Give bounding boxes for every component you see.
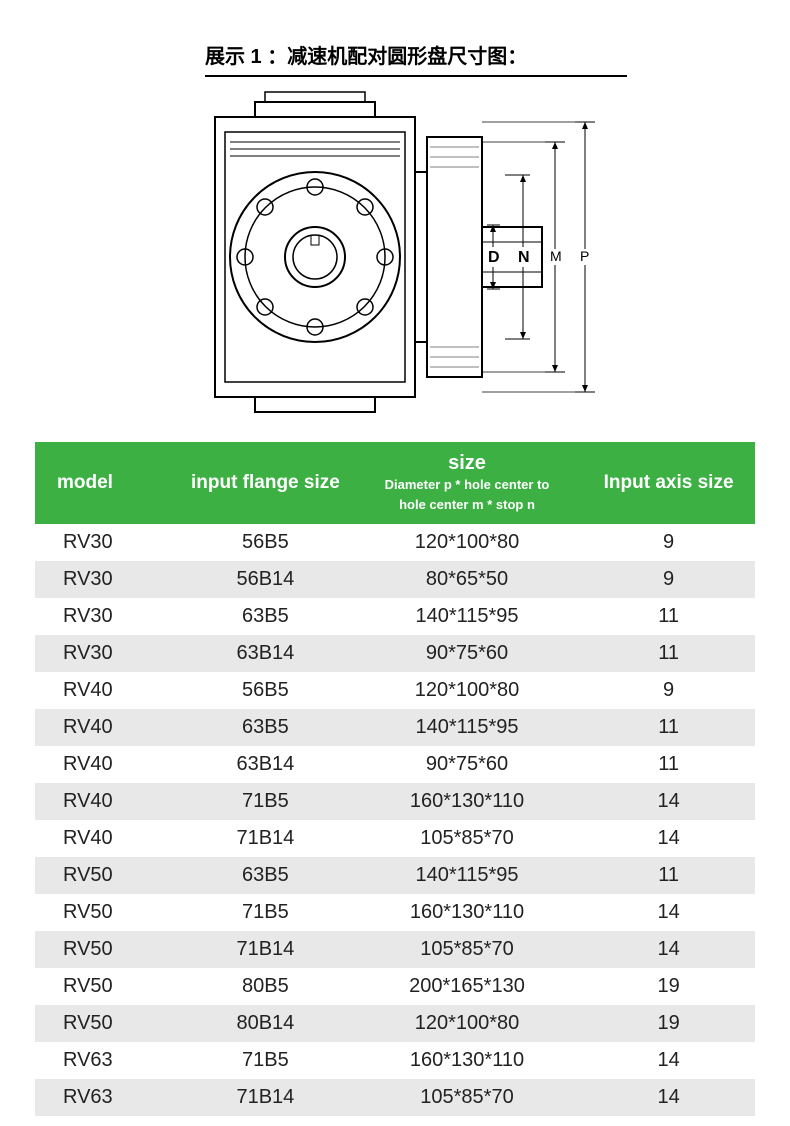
cell-axis: 14	[582, 931, 755, 968]
diagram: D N M P	[205, 87, 627, 427]
page-title: 展示 1 ：减速机配对圆形盘尺寸图：	[205, 40, 627, 77]
table-header-row: model input flange size size Diameter p …	[35, 442, 755, 524]
table-row: RV5080B5200*165*13019	[35, 968, 755, 1005]
cell-flange: 71B5	[179, 783, 352, 820]
cell-size: 160*130*110	[352, 1042, 582, 1079]
cell-flange: 63B14	[179, 746, 352, 783]
cell-model: RV63	[35, 1079, 179, 1116]
cell-size: 120*100*80	[352, 524, 582, 561]
cell-size: 140*115*95	[352, 857, 582, 894]
cell-axis: 11	[582, 598, 755, 635]
table-row: RV4063B5140*115*9511	[35, 709, 755, 746]
svg-text:N: N	[518, 249, 530, 266]
svg-text:D: D	[488, 249, 500, 266]
table-row: RV4063B1490*75*6011	[35, 746, 755, 783]
cell-size: 80*65*50	[352, 561, 582, 598]
header-model: model	[35, 442, 179, 524]
cell-flange: 63B5	[179, 709, 352, 746]
cell-size: 160*130*110	[352, 783, 582, 820]
cell-size: 120*100*80	[352, 672, 582, 709]
cell-size: 105*85*70	[352, 1079, 582, 1116]
table-row: RV6371B14105*85*7014	[35, 1079, 755, 1116]
cell-size: 105*85*70	[352, 931, 582, 968]
cell-axis: 19	[582, 968, 755, 1005]
cell-axis: 9	[582, 524, 755, 561]
cell-model: RV40	[35, 709, 179, 746]
cell-flange: 63B14	[179, 635, 352, 672]
cell-flange: 71B14	[179, 1079, 352, 1116]
cell-size: 140*115*95	[352, 709, 582, 746]
svg-text:M: M	[550, 248, 562, 264]
header-size: size Diameter p * hole center to hole ce…	[352, 442, 582, 524]
cell-flange: 80B5	[179, 968, 352, 1005]
table-row: RV4056B5120*100*809	[35, 672, 755, 709]
cell-model: RV40	[35, 672, 179, 709]
cell-flange: 71B14	[179, 931, 352, 968]
table-row: RV3056B5120*100*809	[35, 524, 755, 561]
cell-model: RV50	[35, 857, 179, 894]
gearbox-diagram: D N M P	[205, 87, 627, 427]
cell-axis: 11	[582, 635, 755, 672]
table-row: RV4071B14105*85*7014	[35, 820, 755, 857]
cell-model: RV30	[35, 561, 179, 598]
table-row: RV4071B5160*130*11014	[35, 783, 755, 820]
cell-size: 120*100*80	[352, 1005, 582, 1042]
cell-model: RV30	[35, 635, 179, 672]
cell-axis: 9	[582, 672, 755, 709]
cell-axis: 14	[582, 820, 755, 857]
table-row: RV3063B5140*115*9511	[35, 598, 755, 635]
table-row: RV3056B1480*65*509	[35, 561, 755, 598]
dimensions-table: model input flange size size Diameter p …	[35, 442, 755, 1116]
cell-model: RV50	[35, 968, 179, 1005]
table-row: RV3063B1490*75*6011	[35, 635, 755, 672]
svg-text:P: P	[580, 248, 589, 264]
cell-flange: 71B14	[179, 820, 352, 857]
cell-flange: 71B5	[179, 894, 352, 931]
cell-axis: 9	[582, 561, 755, 598]
header-flange: input flange size	[179, 442, 352, 524]
cell-axis: 11	[582, 746, 755, 783]
cell-flange: 71B5	[179, 1042, 352, 1079]
cell-size: 140*115*95	[352, 598, 582, 635]
table-row: RV5071B5160*130*11014	[35, 894, 755, 931]
cell-model: RV30	[35, 598, 179, 635]
table-row: RV5080B14120*100*8019	[35, 1005, 755, 1042]
cell-axis: 14	[582, 894, 755, 931]
cell-flange: 80B14	[179, 1005, 352, 1042]
cell-model: RV63	[35, 1042, 179, 1079]
table-row: RV5063B5140*115*9511	[35, 857, 755, 894]
cell-axis: 14	[582, 783, 755, 820]
cell-model: RV50	[35, 894, 179, 931]
cell-model: RV50	[35, 1005, 179, 1042]
cell-flange: 56B14	[179, 561, 352, 598]
cell-size: 160*130*110	[352, 894, 582, 931]
cell-model: RV40	[35, 746, 179, 783]
cell-size: 90*75*60	[352, 635, 582, 672]
cell-flange: 63B5	[179, 857, 352, 894]
cell-size: 90*75*60	[352, 746, 582, 783]
cell-model: RV30	[35, 524, 179, 561]
cell-model: RV50	[35, 931, 179, 968]
cell-flange: 56B5	[179, 524, 352, 561]
cell-flange: 63B5	[179, 598, 352, 635]
cell-axis: 14	[582, 1079, 755, 1116]
header-axis: Input axis size	[582, 442, 755, 524]
cell-axis: 19	[582, 1005, 755, 1042]
cell-size: 200*165*130	[352, 968, 582, 1005]
cell-model: RV40	[35, 820, 179, 857]
table-row: RV6371B5160*130*11014	[35, 1042, 755, 1079]
table-row: RV5071B14105*85*7014	[35, 931, 755, 968]
cell-axis: 14	[582, 1042, 755, 1079]
cell-axis: 11	[582, 857, 755, 894]
cell-model: RV40	[35, 783, 179, 820]
cell-flange: 56B5	[179, 672, 352, 709]
cell-axis: 11	[582, 709, 755, 746]
cell-size: 105*85*70	[352, 820, 582, 857]
